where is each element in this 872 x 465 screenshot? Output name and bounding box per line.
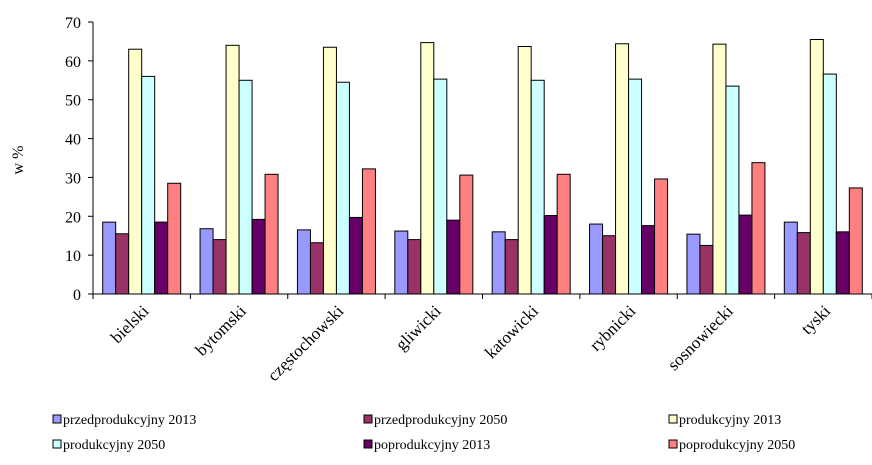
bar (654, 178, 669, 295)
bar (796, 232, 811, 295)
bar (264, 173, 279, 295)
bar (361, 168, 376, 295)
bar (628, 78, 643, 295)
legend-swatch (52, 439, 62, 449)
y-tick-label: 40 (65, 132, 81, 149)
bar (238, 79, 253, 295)
y-tick-label: 30 (65, 170, 81, 187)
bar (491, 231, 506, 295)
legend: przedprodukcyjny 2013 przedprodukcyjny 20… (52, 413, 795, 453)
bar (848, 187, 863, 295)
bar (615, 43, 630, 295)
legend-swatch (52, 414, 62, 424)
bar (102, 221, 117, 295)
bar (822, 73, 837, 295)
category-label: sosnowiecki (664, 301, 737, 374)
bars (102, 38, 863, 295)
y-tick-label: 0 (73, 287, 81, 304)
bar (251, 218, 266, 295)
bar (725, 85, 740, 295)
bar (751, 162, 766, 295)
category-label: rybnicki (586, 301, 640, 355)
legend-swatch (363, 439, 373, 449)
bar (141, 75, 156, 295)
bar (167, 182, 182, 295)
legend-swatch (668, 439, 678, 449)
bar (686, 233, 701, 295)
category-label: tyski (797, 301, 834, 338)
legend-label: poprodukcyjny 2013 (374, 438, 490, 453)
category-label: katowicki (481, 301, 542, 362)
bar (348, 216, 363, 295)
bar (556, 173, 571, 295)
bar (115, 233, 130, 295)
bar (322, 46, 337, 295)
bar (543, 215, 558, 295)
bar (199, 228, 214, 295)
bar (407, 239, 422, 295)
category-label: częstochowski (264, 301, 348, 385)
y-tick-label: 50 (65, 93, 81, 110)
y-tick-label: 10 (65, 248, 81, 265)
bar (602, 235, 617, 295)
bar (296, 229, 311, 295)
bar (128, 48, 143, 295)
bar (309, 242, 324, 295)
bar (212, 239, 227, 295)
y-tick-label: 60 (65, 54, 81, 71)
bar (335, 81, 350, 295)
bar (699, 244, 714, 295)
bar (394, 230, 409, 295)
bar (433, 78, 448, 295)
bar (809, 38, 824, 295)
bar (530, 79, 545, 295)
legend-label: produkcyjny 2050 (63, 438, 165, 453)
legend-swatch (363, 414, 373, 424)
legend-label: przedprodukcyjny 2050 (374, 413, 507, 428)
bar (517, 45, 532, 295)
legend-swatch (668, 414, 678, 424)
category-label: bielski (107, 301, 153, 347)
bar (420, 42, 435, 295)
bar (712, 43, 727, 295)
legend-label: przedprodukcyjny 2013 (63, 413, 196, 428)
legend-label: produkcyjny 2013 (679, 413, 781, 428)
bar (589, 223, 604, 295)
bar (504, 239, 519, 295)
legend-label: poprodukcyjny 2050 (679, 438, 795, 453)
bar (459, 174, 474, 295)
category-labels: bielski bytomski częstochowski gliwicki kato… (107, 301, 834, 385)
category-label: bytomski (192, 301, 250, 359)
bar (835, 231, 850, 295)
bar (783, 221, 798, 295)
bar (738, 214, 753, 295)
y-tick-label: 70 (65, 15, 81, 32)
bar (446, 219, 461, 295)
bar (225, 44, 240, 295)
y-tick-label: 20 (65, 209, 81, 226)
bar (641, 225, 656, 295)
bar (154, 221, 169, 295)
category-label: gliwicki (392, 301, 445, 354)
y-axis-title: w % (10, 146, 27, 175)
